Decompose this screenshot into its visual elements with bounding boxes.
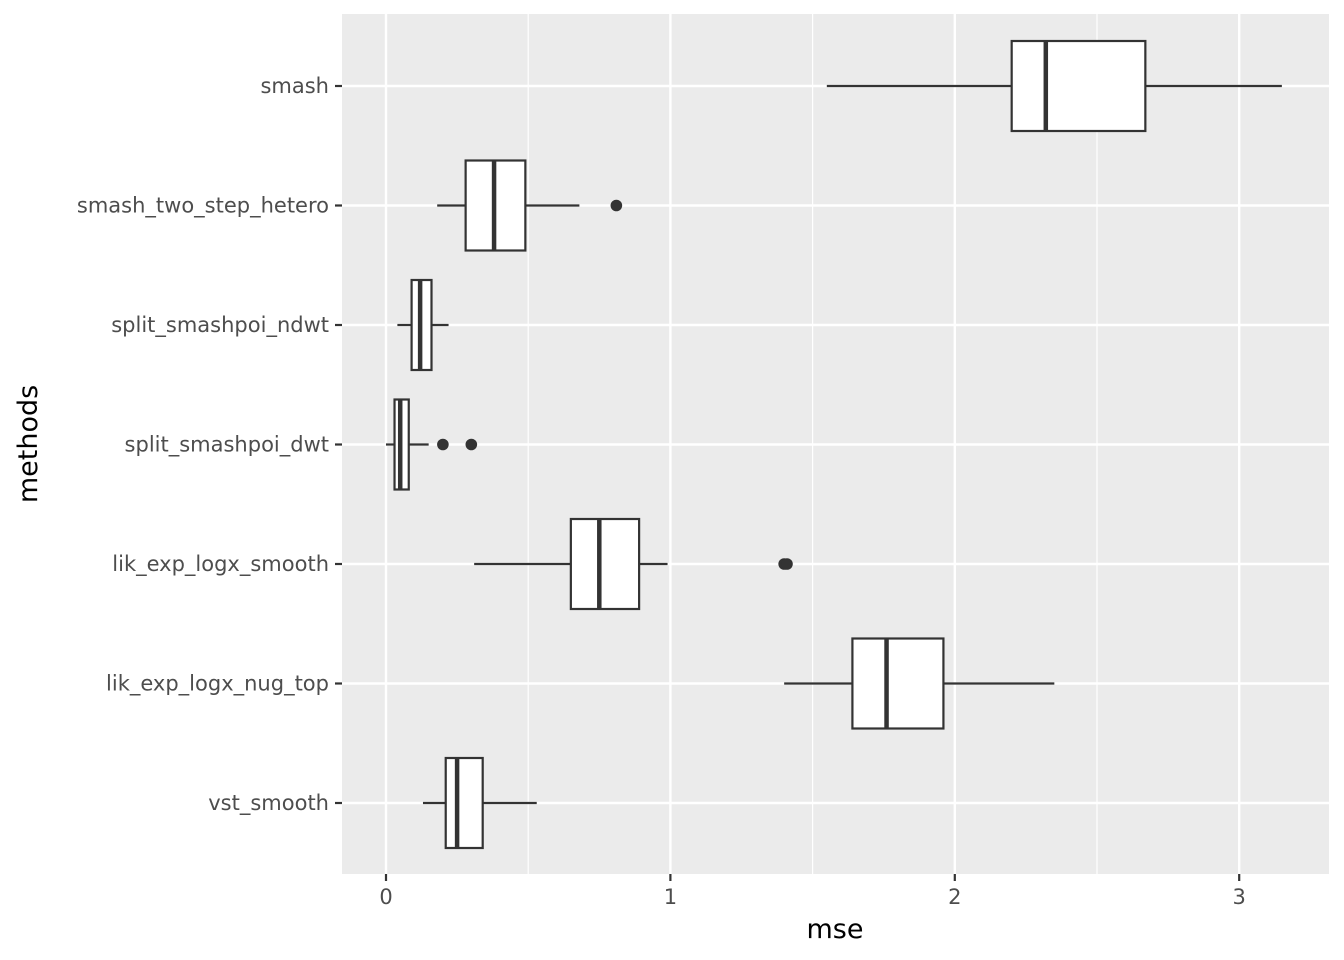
y-tick-label: vst_smooth <box>208 791 329 816</box>
x-tick-label: 3 <box>1233 885 1246 909</box>
axis-layer: smash smash_two_step_hetero split_smashpoi… <box>77 74 1246 909</box>
outlier-point <box>781 558 793 570</box>
box-split_smashpoi_dwt <box>386 398 478 491</box>
box-iqr <box>851 637 945 730</box>
box-layer <box>386 39 1282 850</box>
box-smash_two_step_hetero <box>437 159 623 252</box>
box-lik_exp_logx_smooth <box>474 517 793 611</box>
x-tick-label: 2 <box>948 885 961 909</box>
y-tick-label: split_smashpoi_dwt <box>125 433 329 458</box>
y-tick-label: lik_exp_logx_smooth <box>112 552 329 577</box>
y-tick-label: lik_exp_logx_nug_top <box>106 672 329 697</box>
outlier-point <box>465 438 478 451</box>
x-tick-label: 0 <box>379 885 392 909</box>
outlier-point <box>437 438 449 451</box>
outlier-point <box>610 199 623 212</box>
box-iqr <box>569 517 641 611</box>
box-smash <box>826 39 1282 133</box>
box-iqr <box>444 756 484 850</box>
y-tick-label: smash <box>260 74 329 98</box>
y-tick-label: split_smashpoi_ndwt <box>111 313 329 338</box>
x-axis-title: mse <box>807 914 864 945</box>
box-lik_exp_logx_nug_top <box>784 637 1055 730</box>
box-iqr <box>1010 39 1147 133</box>
x-tick-label: 1 <box>664 885 677 909</box>
y-axis-title: methods <box>13 385 44 503</box>
box-split_smashpoi_ndwt <box>397 278 449 372</box>
y-tick-label: smash_two_step_hetero <box>77 194 329 219</box>
box-vst_smooth <box>422 756 537 850</box>
